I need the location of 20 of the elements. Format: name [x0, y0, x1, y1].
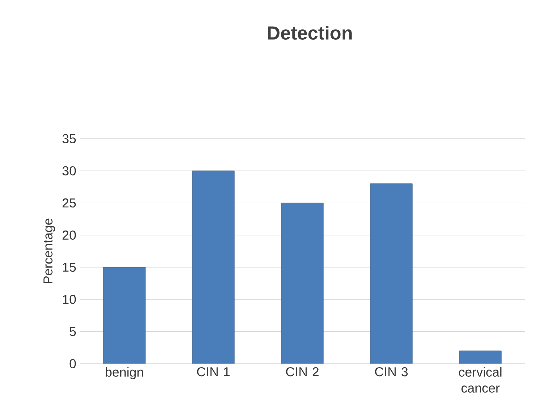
x-tick-label: CIN 3: [375, 367, 408, 377]
y-tick-label: 15: [63, 262, 76, 272]
bar: [459, 350, 502, 364]
x-tick-label: benign: [106, 367, 144, 380]
x-tick-label: CIN 2: [286, 367, 319, 377]
chart-title: Detection: [268, 26, 352, 40]
y-tick-label: 30: [62, 166, 76, 176]
y-tick-label: 5: [70, 327, 76, 336]
bar: [281, 203, 324, 364]
y-tick-label: 10: [63, 295, 76, 304]
y-tick-label: 20: [62, 230, 76, 240]
y-tick-label: 0: [70, 359, 76, 369]
y-tick-label: 25: [62, 198, 76, 208]
bar: [192, 170, 235, 364]
bar: [103, 267, 146, 364]
y-tick-label: 35: [62, 134, 76, 144]
bar: [370, 184, 413, 364]
x-tick-label: CIN 1: [197, 367, 230, 377]
x-tick-label: cervical cancer: [459, 367, 502, 393]
y-axis-title: Percentage: [44, 218, 56, 284]
